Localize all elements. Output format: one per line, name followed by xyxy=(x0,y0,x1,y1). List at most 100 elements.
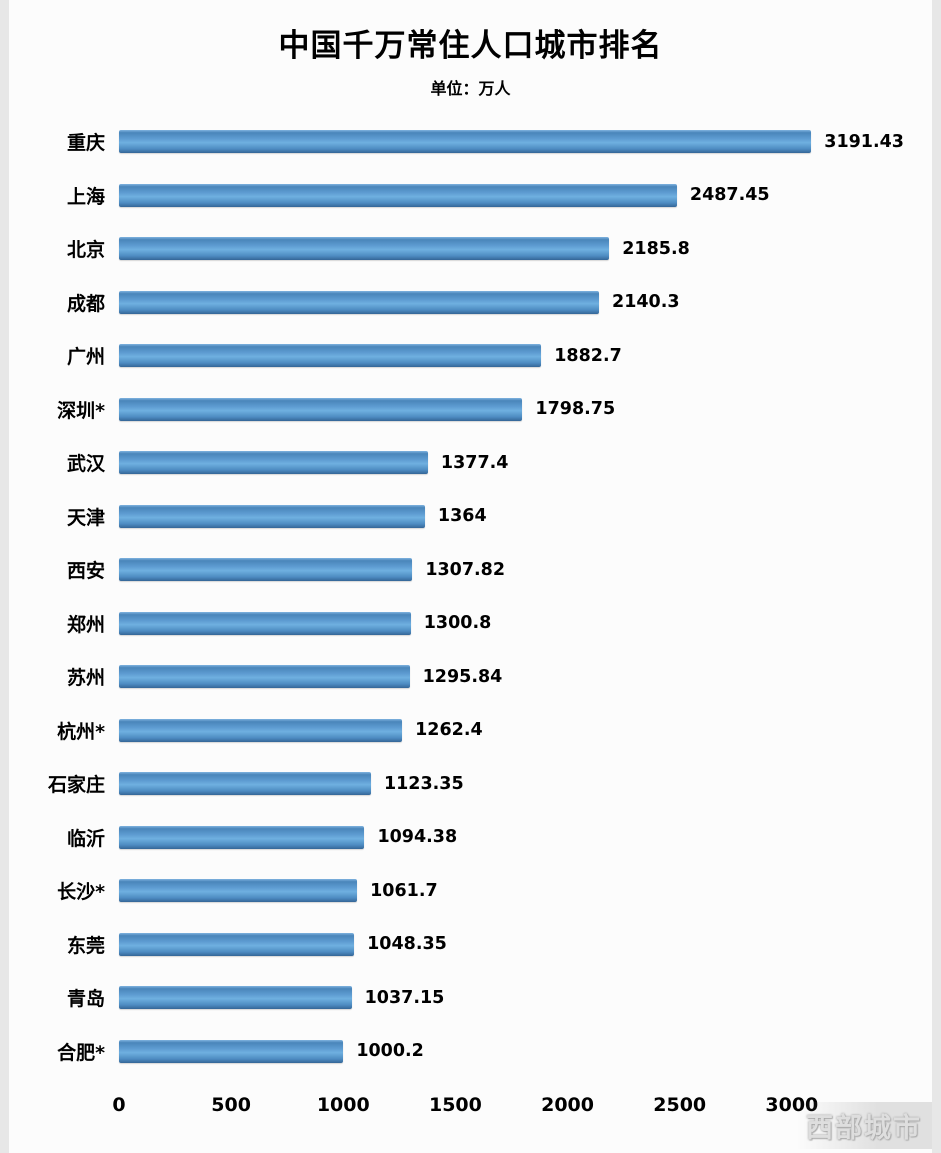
bar-plot-area: 1061.7 xyxy=(119,879,904,903)
bar xyxy=(119,772,371,796)
bar-row: 东莞 1048.35 xyxy=(9,918,932,972)
x-tick-label: 2500 xyxy=(653,1094,707,1116)
bar-row: 临沂 1094.38 xyxy=(9,811,932,865)
bar xyxy=(119,611,411,635)
bar-plot-area: 1037.15 xyxy=(119,986,904,1010)
value-label: 2487.45 xyxy=(689,185,770,206)
value-label: 1061.7 xyxy=(370,880,438,901)
value-label: 1094.38 xyxy=(377,827,458,848)
category-label: 重庆 xyxy=(66,132,105,155)
category-label: 临沂 xyxy=(66,827,105,850)
value-label: 1300.8 xyxy=(423,613,492,634)
chart-page: 中国千万常住人口城市排名 单位：万人 重庆 3191.43 上海 2487.45 北京 2… xyxy=(9,0,932,1153)
value-label: 3191.43 xyxy=(824,131,904,152)
chart-title: 中国千万常住人口城市排名 xyxy=(278,28,663,64)
bar-plot-area: 1048.35 xyxy=(119,932,904,956)
category-label: 长沙* xyxy=(57,881,105,904)
bar xyxy=(119,825,365,849)
category-label: 武汉 xyxy=(66,453,105,476)
bar-plot-area: 1364 xyxy=(119,504,904,528)
value-label: 1798.75 xyxy=(535,399,616,420)
x-tick-label: 2000 xyxy=(541,1094,595,1116)
x-tick-label: 1500 xyxy=(428,1094,482,1116)
value-label: 1262.4 xyxy=(415,720,483,741)
bar-plot-area: 1798.75 xyxy=(119,397,904,421)
value-label: 1037.15 xyxy=(364,987,445,1008)
x-axis: 0 500 1000 1500 2000 2500 3000 xyxy=(112,1084,904,1128)
category-label: 东莞 xyxy=(66,934,105,957)
bar xyxy=(119,130,812,154)
value-label: 1000.2 xyxy=(356,1041,424,1062)
x-tick-label: 500 xyxy=(211,1094,251,1116)
category-label: 石家庄 xyxy=(47,774,105,797)
value-label: 1882.7 xyxy=(554,345,622,366)
bar-row: 合肥* 1000.2 xyxy=(9,1025,932,1079)
bar xyxy=(119,558,413,582)
category-label: 上海 xyxy=(66,185,105,208)
value-label: 1307.82 xyxy=(425,559,506,580)
x-tick-label: 3000 xyxy=(765,1094,819,1116)
category-label: 杭州* xyxy=(57,720,105,743)
bar xyxy=(119,718,403,742)
bar xyxy=(119,879,358,903)
bar-row: 深圳* 1798.75 xyxy=(9,383,932,437)
category-label: 成都 xyxy=(66,292,105,315)
category-label: 合肥* xyxy=(57,1041,105,1064)
bar-row: 上海 2487.45 xyxy=(9,169,932,223)
bar-plot-area: 1307.82 xyxy=(119,558,904,582)
category-label: 青岛 xyxy=(66,988,105,1011)
bar-row: 杭州* 1262.4 xyxy=(9,704,932,758)
category-label: 广州 xyxy=(66,346,105,369)
bar-row: 天津 1364 xyxy=(9,490,932,544)
bar-rows: 重庆 3191.43 上海 2487.45 北京 2185.8 成都 2140.3 广州 1882… xyxy=(9,115,932,1078)
bar-plot-area: 1882.7 xyxy=(119,344,904,368)
bar-row: 武汉 1377.4 xyxy=(9,436,932,490)
bar-plot-area: 1094.38 xyxy=(119,825,904,849)
category-label: 苏州 xyxy=(66,667,105,690)
chart-unit-label: 单位：万人 xyxy=(430,79,511,98)
value-label: 1048.35 xyxy=(367,934,447,955)
bar xyxy=(119,397,523,421)
bar-row: 西安 1307.82 xyxy=(9,543,932,597)
bar-row: 青岛 1037.15 xyxy=(9,971,932,1025)
value-label: 2140.3 xyxy=(612,292,680,313)
bar xyxy=(119,986,352,1010)
value-label: 1364 xyxy=(437,506,487,527)
x-tick-label: 0 xyxy=(112,1094,126,1116)
category-label: 郑州 xyxy=(66,613,105,636)
bar-plot-area: 1295.84 xyxy=(119,665,904,689)
bar xyxy=(119,451,428,475)
category-label: 北京 xyxy=(66,239,105,262)
bar-plot-area: 2185.8 xyxy=(119,237,904,261)
bar-plot-area: 1000.2 xyxy=(119,1039,904,1063)
bar xyxy=(119,932,355,956)
bar-row: 广州 1882.7 xyxy=(9,329,932,383)
bar xyxy=(119,344,542,368)
bar xyxy=(119,665,410,689)
bar-plot-area: 1262.4 xyxy=(119,718,904,742)
bar xyxy=(119,504,425,528)
bar-row: 石家庄 1123.35 xyxy=(9,757,932,811)
bar-plot-area: 3191.43 xyxy=(119,130,904,154)
value-label: 1123.35 xyxy=(383,773,464,794)
value-label: 1295.84 xyxy=(422,666,503,687)
bar xyxy=(119,1039,344,1063)
bar xyxy=(119,290,600,314)
bar xyxy=(119,237,610,261)
bar-row: 郑州 1300.8 xyxy=(9,597,932,651)
bar-plot-area: 1377.4 xyxy=(119,451,904,475)
bar xyxy=(119,183,677,207)
category-label: 天津 xyxy=(66,506,105,529)
bar-plot-area: 1300.8 xyxy=(119,611,904,635)
bar-row: 成都 2140.3 xyxy=(9,276,932,330)
bar-row: 苏州 1295.84 xyxy=(9,650,932,704)
bar-row: 重庆 3191.43 xyxy=(9,115,932,169)
watermark: 西部城市 xyxy=(796,1102,932,1149)
bar-plot-area: 1123.35 xyxy=(119,772,904,796)
bar-row: 北京 2185.8 xyxy=(9,222,932,276)
value-label: 2185.8 xyxy=(622,238,690,259)
x-tick-label: 1000 xyxy=(316,1094,370,1116)
category-label: 深圳* xyxy=(57,399,105,422)
bar-row: 长沙* 1061.7 xyxy=(9,864,932,918)
bar-plot-area: 2487.45 xyxy=(119,183,904,207)
